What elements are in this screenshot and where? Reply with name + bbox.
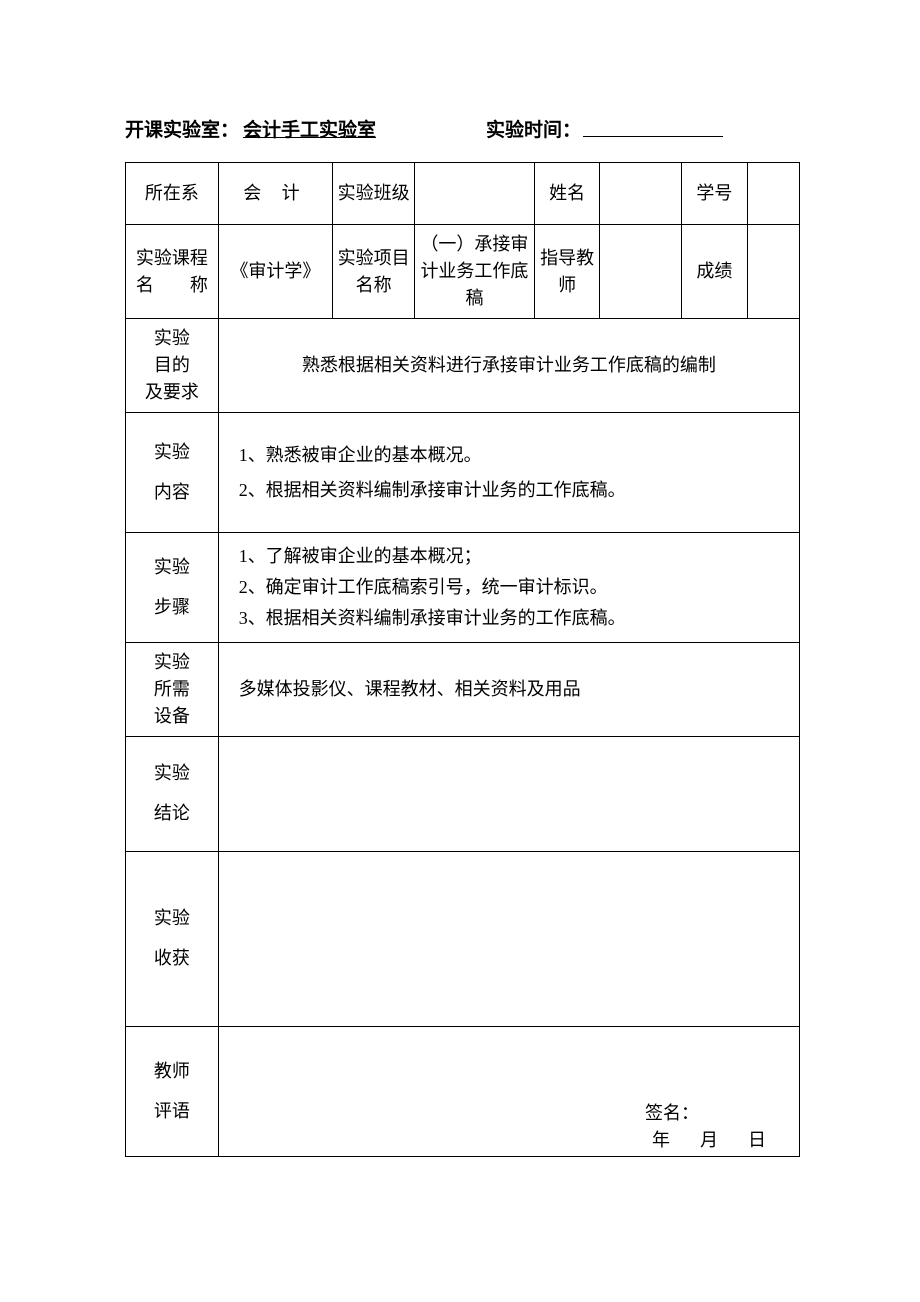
table-row: 实验 所需 设备 多媒体投影仪、课程教材、相关资料及用品 <box>126 643 800 737</box>
harvest-label: 实验 收获 <box>126 852 219 1027</box>
name-value <box>600 163 682 225</box>
time-label: 实验时间： <box>486 115 581 142</box>
signature-block: 签名： 年月日 <box>637 1100 781 1154</box>
content-body: 1、熟悉被审企业的基本概况。 2、根据相关资料编制承接审计业务的工作底稿。 <box>218 413 799 533</box>
name-label: 姓名 <box>534 163 599 225</box>
lab-label-group: 开课实验室：会计手工实验室 <box>125 115 380 142</box>
equipment-label: 实验 所需 设备 <box>126 643 219 737</box>
table-row: 实验 目的 及要求 熟悉根据相关资料进行承接审计业务工作底稿的编制 <box>126 319 800 413</box>
class-label: 实验班级 <box>333 163 415 225</box>
project-value: （一）承接审计业务工作底稿 <box>414 225 534 319</box>
signature-label: 签名： <box>637 1100 781 1127</box>
purpose-label: 实验 目的 及要求 <box>126 319 219 413</box>
header-gap <box>380 115 486 142</box>
dept-label: 所在系 <box>126 163 219 225</box>
header-line: 开课实验室：会计手工实验室 实验时间： <box>125 115 800 142</box>
id-label: 学号 <box>682 163 747 225</box>
table-row: 实验课程 名 称 《审计学》 实验项目名称 （一）承接审计业务工作底稿 指导教师… <box>126 225 800 319</box>
equipment-body: 多媒体投影仪、课程教材、相关资料及用品 <box>218 643 799 737</box>
table-row: 实验 步骤 1、了解被审企业的基本概况； 2、确定审计工作底稿索引号，统一审计标… <box>126 533 800 643</box>
lab-value: 会计手工实验室 <box>239 120 380 143</box>
table-row: 实验 结论 <box>126 737 800 852</box>
steps-body: 1、了解被审企业的基本概况； 2、确定审计工作底稿索引号，统一审计标识。 3、根… <box>218 533 799 643</box>
conclusion-label: 实验 结论 <box>126 737 219 852</box>
course-value: 《审计学》 <box>218 225 333 319</box>
lab-label: 开课实验室： <box>125 120 239 141</box>
grade-label: 成绩 <box>682 225 747 319</box>
grade-value <box>747 225 799 319</box>
purpose-content: 熟悉根据相关资料进行承接审计业务工作底稿的编制 <box>218 319 799 413</box>
harvest-body <box>218 852 799 1027</box>
class-value <box>414 163 534 225</box>
table-row: 所在系 会 计 实验班级 姓名 学号 <box>126 163 800 225</box>
comment-body: 签名： 年月日 <box>218 1027 799 1157</box>
content-label: 实验 内容 <box>126 413 219 533</box>
table-row: 实验 收获 <box>126 852 800 1027</box>
time-blank <box>583 115 723 137</box>
date-line: 年月日 <box>637 1127 781 1154</box>
table-row: 教师 评语 签名： 年月日 <box>126 1027 800 1157</box>
teacher-label: 指导教师 <box>534 225 599 319</box>
comment-label: 教师 评语 <box>126 1027 219 1157</box>
dept-value: 会 计 <box>218 163 333 225</box>
course-label: 实验课程 名 称 <box>126 225 219 319</box>
steps-label: 实验 步骤 <box>126 533 219 643</box>
table-row: 实验 内容 1、熟悉被审企业的基本概况。 2、根据相关资料编制承接审计业务的工作… <box>126 413 800 533</box>
id-value <box>747 163 799 225</box>
conclusion-body <box>218 737 799 852</box>
project-label: 实验项目名称 <box>333 225 415 319</box>
teacher-value <box>600 225 682 319</box>
experiment-report-table: 所在系 会 计 实验班级 姓名 学号 实验课程 名 称 《审计学》 实验项目名称… <box>125 162 800 1157</box>
